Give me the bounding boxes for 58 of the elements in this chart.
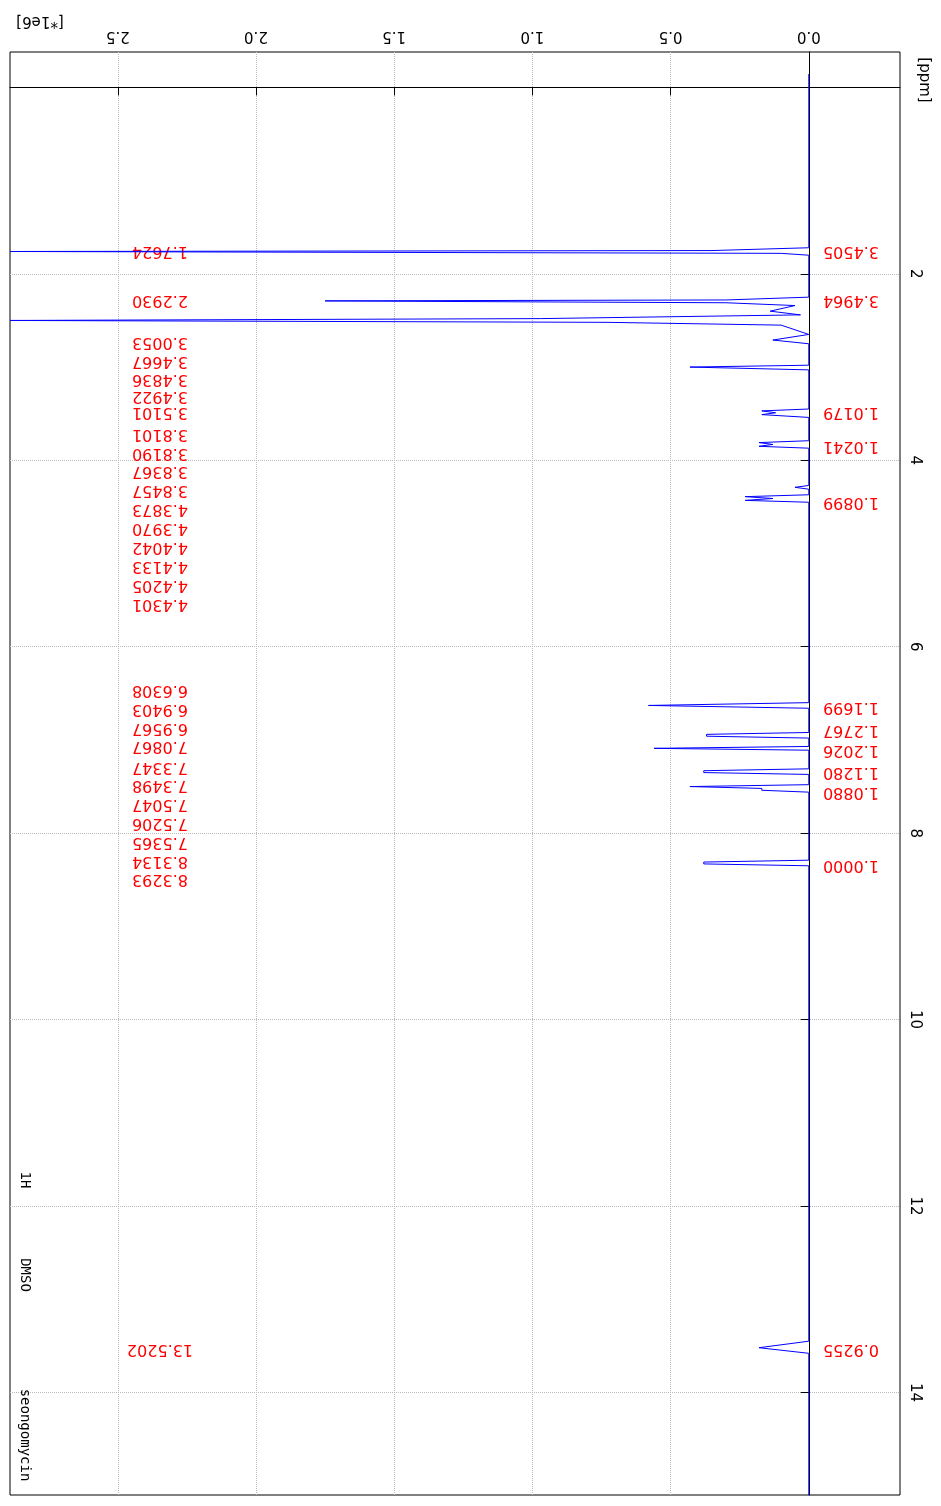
y-tick-label: 12 (906, 1196, 925, 1216)
y-tick-label: 8 (906, 828, 925, 838)
annotation: 0.9255 (823, 1340, 879, 1360)
annotation: 7.3498 (132, 776, 188, 796)
annotation: 6.9403 (132, 700, 188, 720)
annotation: 7.3347 (132, 758, 188, 778)
annotation: 1.0000 (823, 856, 879, 876)
annotation: 1.1699 (823, 698, 879, 718)
annotation: 1.0179 (823, 403, 879, 423)
annotation: 1.0241 (823, 437, 879, 457)
annotation: 1.2026 (823, 741, 879, 761)
annotation: 1.0880 (823, 783, 879, 803)
annotation: 1.1280 (823, 763, 879, 783)
annotation: 4.4301 (132, 595, 188, 615)
annotation: 6.6308 (132, 681, 188, 701)
annotation: 3.0053 (132, 333, 188, 353)
x-tick-label: 1.5 (382, 27, 407, 46)
annotation: 3.4836 (132, 370, 188, 390)
y-tick-label: 6 (906, 641, 925, 652)
x-tick-label: 0.0 (796, 27, 821, 46)
y-tick-label: 4 (906, 455, 925, 466)
y-tick-label: 2 (906, 269, 925, 279)
annotation: 8.3134 (132, 852, 188, 872)
annotation: 3.8367 (132, 462, 188, 482)
annotation: 13.5202 (126, 1340, 194, 1360)
annotation: 8.3293 (132, 870, 188, 890)
annotation: 4.4042 (132, 538, 188, 558)
annotation: 7.5047 (132, 795, 188, 815)
annotation: 3.4667 (132, 352, 188, 372)
annotation: 3.4505 (823, 242, 879, 262)
x-axis-title: [*1e6] (16, 13, 64, 31)
y-tick-label: 14 (906, 1382, 925, 1403)
x-tick-label: 2.5 (105, 27, 130, 46)
y-axis-title: [ppm] (916, 57, 934, 103)
annotation: 1.7624 (132, 242, 188, 262)
annotation: 3.4964 (823, 291, 879, 311)
annotation: 1.0899 (823, 493, 879, 513)
annotation: 4.4205 (132, 576, 188, 596)
line-series (9, 73, 810, 1496)
annotation: 7.5365 (132, 833, 188, 853)
annotation: DMSO (18, 1258, 34, 1292)
annotation: 3.8101 (132, 425, 188, 445)
annotation: 3.8457 (132, 481, 188, 501)
annotation: 3.8190 (132, 444, 188, 464)
x-tick-label: 0.5 (658, 27, 683, 46)
x-tick-label: 1.0 (520, 27, 545, 46)
annotation: 4.4133 (132, 557, 188, 577)
annotation: 7.0867 (132, 737, 188, 757)
annotation: seongomycin (18, 1388, 34, 1482)
annotation: 4.3970 (132, 519, 188, 539)
y-tick-label: 10 (906, 1010, 925, 1030)
annotation: 7.5206 (132, 814, 188, 834)
annotation: 1H (18, 1171, 34, 1189)
x-tick-label: 2.0 (244, 27, 268, 46)
annotation: 1.2767 (823, 721, 879, 741)
annotation: 4.3873 (132, 500, 188, 520)
annotation: 2.2930 (132, 291, 188, 311)
annotation: 6.9567 (132, 719, 188, 739)
